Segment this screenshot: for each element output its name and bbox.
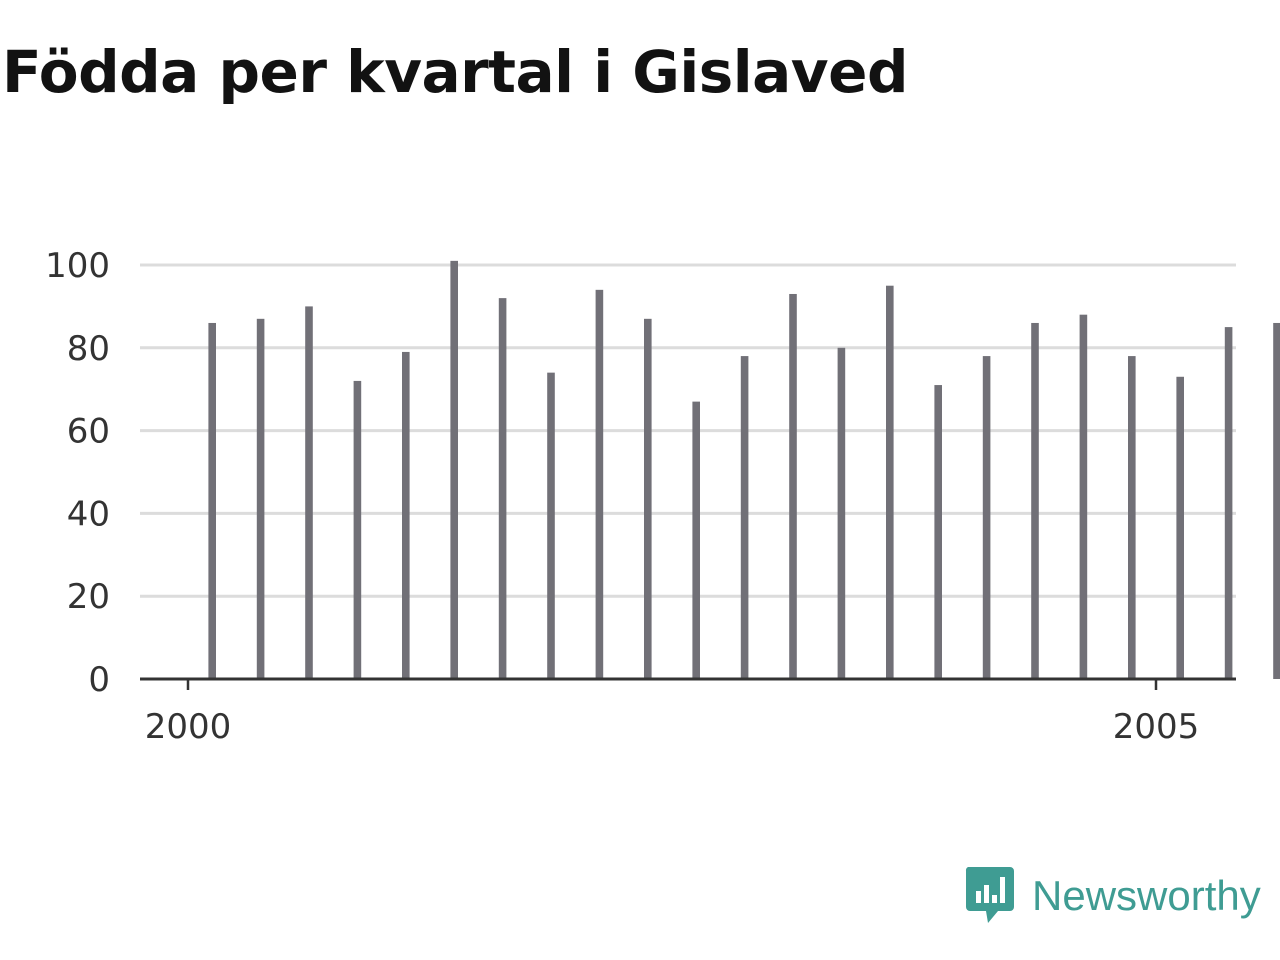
- axes: [140, 677, 1236, 690]
- bar: [886, 285, 894, 679]
- y-tick-label: 60: [67, 412, 110, 452]
- bar: [305, 306, 313, 679]
- bar: [547, 372, 555, 679]
- newsworthy-logo-icon: [965, 867, 1014, 923]
- bars: [208, 260, 1280, 679]
- y-tick-label: 80: [67, 329, 110, 369]
- newsworthy-logo[interactable]: Newsworthy: [964, 864, 1261, 928]
- bar-chart: 02040608010058200020052010201520202025: [45, 246, 1280, 747]
- x-tick-label: 2005: [1113, 707, 1200, 747]
- y-tick-label: 20: [67, 577, 110, 617]
- bar: [740, 356, 749, 679]
- bar: [837, 347, 846, 679]
- grid-lines: [140, 263, 1236, 598]
- bar: [644, 318, 652, 679]
- bar: [934, 385, 942, 679]
- bar: [1176, 376, 1184, 679]
- y-tick-label: 40: [67, 494, 110, 534]
- bar: [1224, 327, 1233, 679]
- y-tick-label: 100: [45, 246, 110, 286]
- bar: [402, 351, 410, 679]
- bar: [1031, 322, 1039, 679]
- tick-labels: 02040608010058200020052010201520202025: [45, 246, 1200, 747]
- bar: [1128, 356, 1136, 679]
- bar: [789, 293, 797, 679]
- bar: [595, 289, 604, 679]
- y-tick-label: 0: [88, 660, 110, 700]
- chart-title: Födda per kvartal i Gislaved: [2, 38, 908, 106]
- bar: [982, 356, 991, 679]
- bar: [498, 298, 507, 679]
- bar: [353, 380, 362, 679]
- bar: [692, 401, 700, 679]
- bar: [450, 260, 458, 679]
- bar: [1079, 314, 1088, 679]
- bar: [1273, 322, 1280, 679]
- brand-name: Newsworthy: [1032, 872, 1261, 919]
- bar: [208, 322, 216, 679]
- bar: [256, 318, 265, 679]
- x-tick-label: 2000: [145, 707, 232, 747]
